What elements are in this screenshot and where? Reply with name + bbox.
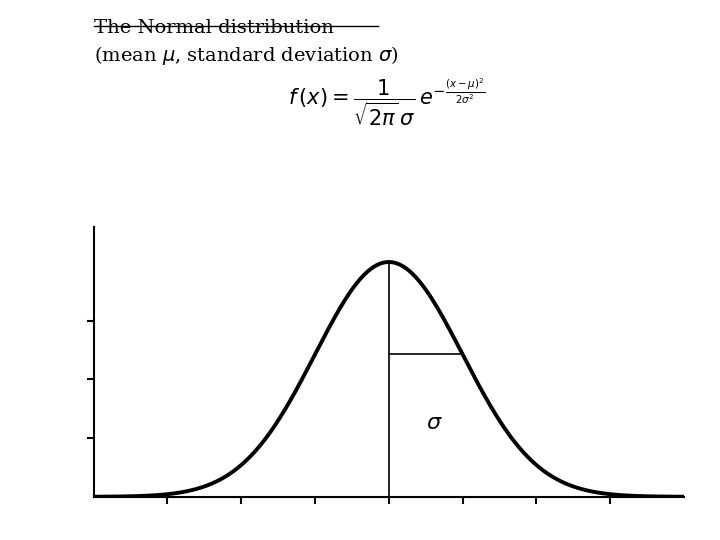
Text: $\sigma$: $\sigma$ [426, 412, 443, 434]
Text: $f\,(x)=\dfrac{1}{\sqrt{2\pi}\,\sigma}\,e^{-\frac{(x-\mu)^2}{2\sigma^2}}$: $f\,(x)=\dfrac{1}{\sqrt{2\pi}\,\sigma}\,… [288, 76, 485, 127]
Text: (mean $\mu$, standard deviation $\sigma$): (mean $\mu$, standard deviation $\sigma$… [94, 44, 398, 68]
Text: The Normal distribution: The Normal distribution [94, 19, 333, 37]
Text: $\mu$: $\mu$ [380, 539, 397, 540]
